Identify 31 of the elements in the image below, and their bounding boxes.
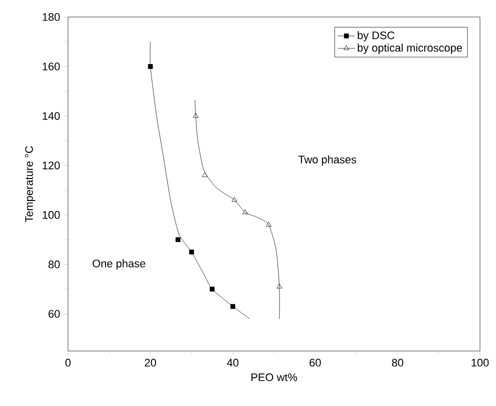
point — [148, 64, 153, 69]
annotation: Two phases — [298, 155, 356, 166]
point — [176, 237, 180, 242]
line-series — [194, 100, 280, 320]
y-tick-label: 120 — [42, 162, 60, 170]
point — [276, 283, 282, 288]
x-axis-title: PEO wt% — [251, 373, 298, 382]
y-axis-title: Temperature °C — [25, 146, 36, 222]
point — [210, 286, 215, 292]
x-tick-label: 0 — [65, 358, 71, 367]
annotation: One phase — [92, 259, 146, 270]
point — [202, 172, 208, 178]
y-tick-label: 100 — [42, 211, 60, 219]
point — [189, 250, 194, 254]
x-tick-label: 40 — [226, 358, 238, 367]
x-tick-label: 20 — [144, 358, 156, 367]
y-tick-label: 140 — [42, 112, 60, 120]
point — [192, 112, 199, 118]
y-tick-label: 80 — [48, 260, 60, 268]
x-tick-label: 60 — [310, 358, 321, 367]
y-tick-label: 180 — [42, 13, 60, 21]
point — [232, 196, 238, 202]
y-tick-label: 160 — [42, 62, 60, 70]
x-tick-label: 80 — [392, 358, 404, 367]
x-tick-label: 100 — [472, 358, 489, 367]
legend-label: by DSC — [358, 31, 394, 42]
point — [230, 304, 236, 309]
legend-label: by optical microscope — [358, 44, 462, 54]
y-tick-label: 60 — [48, 310, 60, 318]
point — [266, 222, 272, 227]
point — [242, 209, 248, 214]
